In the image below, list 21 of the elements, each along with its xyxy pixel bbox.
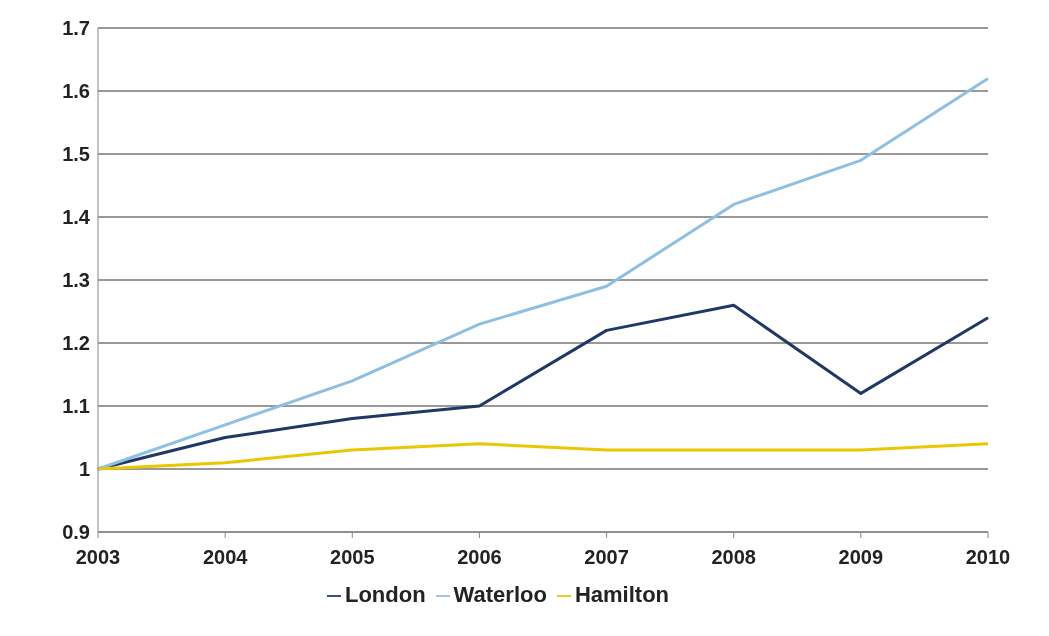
x-tick-label: 2008 (711, 546, 756, 569)
y-tick-label: 1.6 (62, 80, 90, 103)
y-tick-label: 0.9 (62, 521, 90, 544)
x-tick-label: 2005 (330, 546, 375, 569)
legend-label: London (344, 582, 426, 607)
y-tick-label: 1 (78, 458, 90, 481)
y-tick-label: 1.7 (62, 17, 90, 40)
y-tick-label: 1.4 (62, 206, 91, 229)
y-tick-label: 1.3 (62, 269, 90, 292)
legend-label: Hamilton (574, 582, 670, 607)
x-tick-label: 2010 (965, 546, 1011, 569)
y-tick-label: 1.2 (62, 332, 90, 355)
x-tick-label: 2007 (584, 546, 629, 569)
x-tick-label: 2006 (457, 546, 502, 569)
y-tick-label: 1.1 (62, 395, 90, 418)
x-tick-label: 2009 (838, 546, 884, 569)
x-tick-label: 2004 (202, 546, 249, 569)
y-tick-label: 1.5 (62, 143, 90, 166)
line-series (96, 442, 990, 471)
legend-label: Waterloo (453, 582, 547, 607)
x-tick-label: 2003 (75, 546, 121, 569)
